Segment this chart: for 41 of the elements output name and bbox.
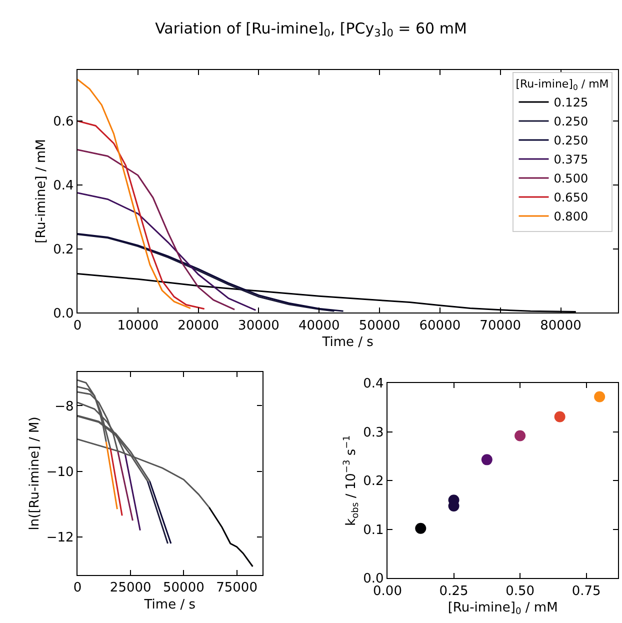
x-axis-title: Time / s (321, 335, 374, 350)
y-tick-label: 0.1 (363, 522, 384, 538)
x-tick-label: 0 (73, 318, 82, 334)
legend-label: 0.500 (554, 172, 588, 186)
legend-label: 0.125 (554, 96, 588, 110)
y-tick-label: 0.6 (53, 114, 74, 130)
x-axis-title: [Ru-imine]$_{0}$ / mM (448, 600, 558, 618)
legend-label: 0.250 (554, 114, 588, 129)
x-tick-label: 0.25 (439, 584, 468, 599)
y-tick-label: −12 (46, 530, 74, 546)
x-tick-label: 50000 (358, 318, 400, 334)
y-tick-label: 0.3 (363, 425, 384, 440)
y-tick-label: 0.4 (53, 178, 74, 194)
x-tick-label: 0.75 (572, 584, 601, 599)
x-tick-label: 50000 (163, 580, 204, 596)
x-tick-label: 0 (73, 580, 82, 596)
x-tick-label: 10000 (117, 318, 159, 334)
x-tick-label: 75000 (216, 580, 258, 596)
x-tick-label: 80000 (540, 318, 582, 334)
x-tick-label: 0.50 (506, 584, 535, 599)
legend-label: 0.250 (554, 134, 588, 148)
y-tick-label: 0.0 (53, 306, 74, 322)
x-tick-label: 20000 (178, 318, 219, 334)
legend-label: 0.800 (554, 210, 588, 224)
legend-label: 0.650 (554, 190, 588, 205)
y-tick-label: 0.2 (53, 242, 74, 258)
legend-label: 0.375 (554, 152, 588, 167)
chart-title: Variation of [Ru-imine]$_{0}$, [PCy$_{3}$]$_{0}$ = 60 mM (155, 19, 467, 40)
y-tick-label: −8 (54, 399, 74, 414)
x-tick-label: 30000 (238, 318, 280, 334)
x-tick-label: 60000 (419, 318, 461, 334)
x-tick-label: 70000 (480, 318, 522, 334)
y-axis-title: [Ru-imine] / mM (34, 139, 50, 244)
legend-title: [Ru-imine]$_{0}$ / mM (516, 78, 609, 92)
y-tick-label: −10 (46, 464, 74, 480)
y-axis-title: ln([Ru-imine] / M) (27, 416, 42, 530)
y-tick-label: 0.4 (363, 376, 384, 392)
y-tick-label: 0.2 (363, 474, 384, 490)
x-tick-label: 25000 (110, 580, 152, 596)
x-axis-title: Time / s (143, 597, 196, 612)
x-tick-label: 40000 (298, 318, 340, 334)
